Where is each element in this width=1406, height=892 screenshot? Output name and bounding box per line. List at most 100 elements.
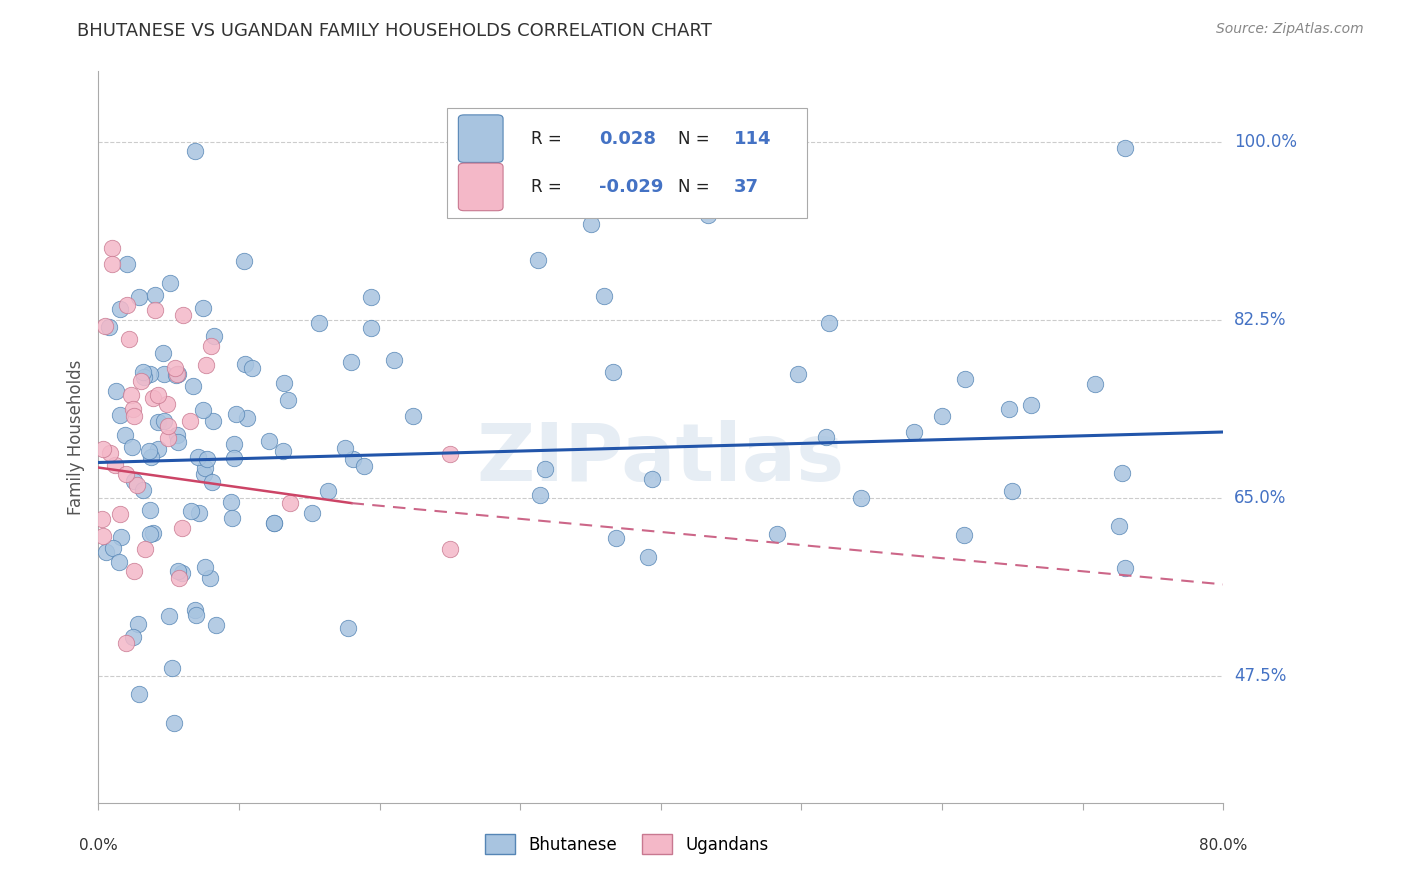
Point <box>107 555 129 569</box>
Point <box>104 384 127 398</box>
Point <box>263 516 285 530</box>
Point <box>605 531 627 545</box>
Point <box>128 687 150 701</box>
Point <box>139 502 162 516</box>
Point <box>931 409 953 423</box>
Point <box>115 636 138 650</box>
Point <box>143 303 166 318</box>
Point <box>360 321 382 335</box>
Point <box>98 446 121 460</box>
Point <box>221 510 243 524</box>
Point <box>146 388 169 402</box>
Point <box>132 365 155 379</box>
Point <box>142 392 165 406</box>
Text: 114: 114 <box>734 129 772 148</box>
Point <box>167 571 190 585</box>
Point <box>108 507 131 521</box>
Point <box>101 257 124 271</box>
Text: 37: 37 <box>734 178 759 196</box>
Point <box>165 361 187 376</box>
Point <box>637 550 659 565</box>
Point <box>122 630 145 644</box>
Point <box>194 358 217 372</box>
Point <box>146 415 169 429</box>
Point <box>94 319 117 334</box>
Point <box>159 277 181 291</box>
Point <box>339 355 361 369</box>
FancyBboxPatch shape <box>458 163 503 211</box>
Point <box>316 483 339 498</box>
Point <box>815 430 838 444</box>
Text: 65.0%: 65.0% <box>1234 489 1286 507</box>
Point <box>1108 519 1130 533</box>
Point <box>134 542 156 557</box>
Point <box>308 316 330 330</box>
Point <box>534 461 557 475</box>
Point <box>1084 377 1107 392</box>
Point <box>114 467 136 481</box>
Point <box>273 376 295 391</box>
Point <box>115 298 138 312</box>
Point <box>156 397 179 411</box>
Text: 47.5%: 47.5% <box>1234 667 1286 685</box>
Point <box>103 458 125 472</box>
Point <box>128 290 150 304</box>
Point <box>202 328 225 343</box>
Point <box>166 427 188 442</box>
Point <box>152 414 174 428</box>
Point <box>180 504 202 518</box>
Point <box>271 443 294 458</box>
Point <box>277 392 299 407</box>
Point <box>172 566 194 580</box>
Point <box>342 451 364 466</box>
Y-axis label: Family Households: Family Households <box>66 359 84 515</box>
Point <box>198 571 221 585</box>
Point <box>153 367 176 381</box>
Point <box>156 431 179 445</box>
Point <box>236 410 259 425</box>
Text: 80.0%: 80.0% <box>1199 838 1247 854</box>
Point <box>353 458 375 473</box>
Point <box>101 541 124 555</box>
Point <box>205 617 228 632</box>
Point <box>382 352 405 367</box>
Point <box>122 474 145 488</box>
Point <box>127 617 149 632</box>
Point <box>509 176 531 190</box>
Point <box>191 301 214 315</box>
Point <box>818 316 841 330</box>
Point <box>167 434 190 449</box>
Point <box>139 367 162 381</box>
Point <box>257 434 280 448</box>
Point <box>94 545 117 559</box>
Point <box>167 564 190 578</box>
Point <box>1019 399 1042 413</box>
Text: R =: R = <box>531 178 562 196</box>
Point <box>143 288 166 302</box>
Point <box>141 450 163 465</box>
Point <box>194 460 217 475</box>
Point <box>263 516 285 530</box>
Point <box>222 437 245 451</box>
Point <box>953 527 976 541</box>
Point <box>156 419 179 434</box>
Point <box>1111 466 1133 480</box>
Text: -0.029: -0.029 <box>599 178 664 196</box>
Point <box>195 452 218 467</box>
Point <box>439 541 461 556</box>
Point <box>240 360 263 375</box>
Text: R =: R = <box>531 129 562 148</box>
Point <box>90 512 112 526</box>
Point <box>696 208 718 222</box>
Point <box>114 428 136 442</box>
Point <box>101 241 124 255</box>
Text: 100.0%: 100.0% <box>1234 134 1298 152</box>
Point <box>953 372 976 386</box>
Point <box>1114 140 1136 154</box>
Point <box>129 374 152 388</box>
Point <box>166 367 188 381</box>
Point <box>193 403 215 417</box>
Point <box>98 320 121 334</box>
Point <box>529 488 551 502</box>
Point <box>91 442 114 456</box>
